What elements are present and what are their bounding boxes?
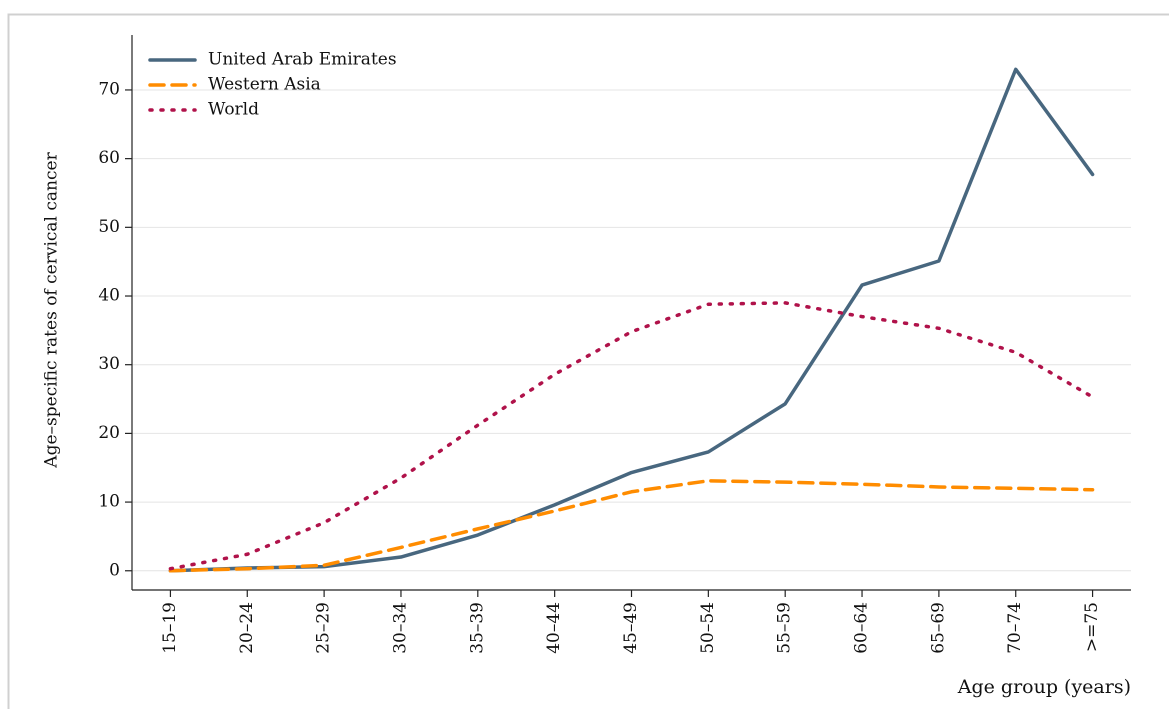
y-tick-label: 10 (98, 492, 120, 512)
y-tick-label: 20 (98, 423, 120, 443)
y-tick-label: 0 (109, 560, 120, 580)
y-tick-label: 60 (98, 148, 120, 168)
x-tick-label: 40–44 (544, 602, 564, 654)
y-axis-label: Age–specific rates of cervical cancer (42, 151, 62, 468)
y-tick-label: 70 (98, 79, 120, 99)
series-line (168, 479, 1095, 573)
legend-label: World (208, 100, 259, 120)
series-line (168, 67, 1095, 573)
x-axis-label: Age group (years) (957, 676, 1131, 698)
x-tick-label: 45–49 (621, 602, 641, 654)
legend-label: Western Asia (208, 75, 321, 95)
x-tick-label: 65–69 (928, 602, 948, 654)
x-tick-label: 25–29 (314, 602, 334, 654)
legend-label: United Arab Emirates (208, 50, 397, 70)
x-tick-label: >=75 (1082, 602, 1102, 652)
frame (7, 13, 1169, 709)
x-tick-label: 20–24 (237, 602, 257, 654)
x-tick-label: 70–74 (1005, 602, 1025, 654)
x-tick-label: 35–39 (467, 602, 487, 654)
series-line (168, 301, 1095, 571)
x-tick-label: 30–34 (390, 602, 410, 654)
x-tick-label: 60–64 (852, 602, 872, 654)
y-tick-label: 40 (98, 286, 120, 306)
x-tick-label: 15–19 (160, 602, 180, 654)
x-tick-label: 50–54 (698, 602, 718, 654)
y-tick-label: 30 (98, 354, 120, 374)
y-tick-label: 50 (98, 217, 120, 237)
x-tick-label: 55–59 (775, 602, 795, 654)
